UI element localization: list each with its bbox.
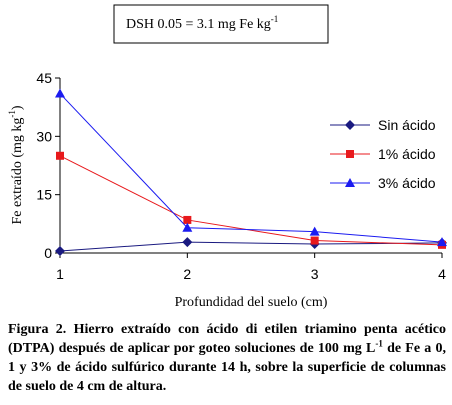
figure-caption: Figura 2. Hierro extraído con ácido di e… [8, 320, 446, 396]
caption-label: Figura 2. [8, 322, 67, 337]
annotation-main: DSH 0.05 = 3.1 mg Fe kg [126, 17, 271, 32]
y-axis-label: Fe extraído (mg kg-1) [7, 105, 25, 224]
y-tick-label: 45 [36, 70, 52, 86]
data-point [309, 226, 320, 236]
series-line [59, 155, 443, 246]
caption-text-1: Hierro extraído con ácido di etilen tria… [8, 322, 446, 356]
data-point [55, 88, 65, 98]
y-tick-label: 0 [44, 245, 52, 261]
series-line [59, 241, 443, 252]
legend-label: 3% ácido [378, 175, 436, 191]
x-tick-label: 4 [438, 266, 446, 282]
plot-area: 0 15 30 45 1 2 3 4 Sin ácido 1% ácido 3% ácido [36, 70, 447, 282]
x-axis-label: Profundidad del suelo (cm) [175, 295, 328, 310]
x-tick-label: 1 [56, 266, 64, 282]
legend-item-sin-acido: Sin ácido [330, 117, 436, 133]
annotation-box [113, 4, 329, 44]
y-axis-label-main: Fe extraído (mg kg [10, 118, 25, 225]
annotation-text: DSH 0.05 = 3.1 mg Fe kg-1 [126, 14, 278, 32]
legend-marker [345, 120, 355, 130]
data-point [437, 237, 447, 247]
legend-marker [346, 150, 354, 158]
x-tick-label: 3 [311, 266, 319, 282]
legend-label: Sin ácido [378, 117, 436, 133]
y-axis-label-tail: ) [10, 105, 25, 110]
legend-item-1pct-acido: 1% ácido [330, 146, 436, 162]
caption-text-2: de Fe a 0, 1 y 3% de ácido sulfúrico dur… [8, 341, 446, 394]
caption-superscript: -1 [375, 338, 383, 349]
data-point [55, 246, 65, 257]
y-axis-label-superscript: -1 [7, 110, 17, 118]
x-tick-label: 2 [183, 266, 191, 282]
legend-label: 1% ácido [378, 146, 436, 162]
legend-marker [345, 178, 355, 187]
y-tick-label: 30 [36, 128, 52, 144]
legend-item-3pct-acido: 3% ácido [330, 175, 436, 191]
data-point [310, 236, 319, 245]
data-point [182, 237, 193, 248]
data-point [183, 215, 192, 224]
data-point [56, 151, 64, 160]
series-3pct-acido [55, 88, 447, 247]
annotation-superscript: -1 [271, 14, 279, 24]
series-1pct-acido [56, 151, 446, 249]
series-line [59, 93, 443, 243]
y-tick-label: 15 [36, 187, 52, 203]
data-point [182, 222, 193, 232]
